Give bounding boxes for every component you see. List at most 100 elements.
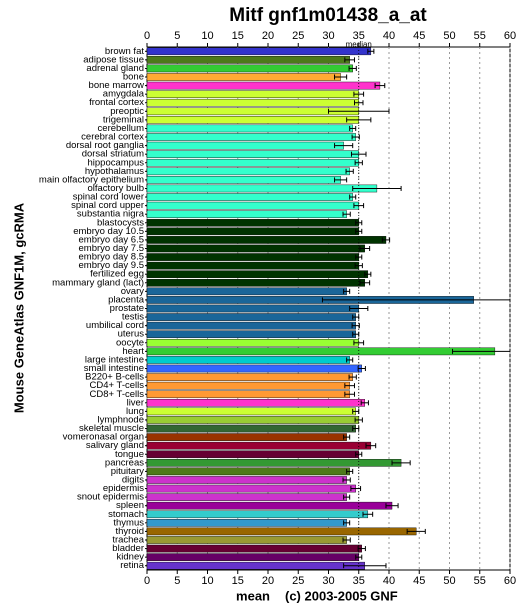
x-tick-label: 45 [413,30,425,42]
x-tick-label: 40 [383,30,395,42]
x-tick-label: 15 [232,30,244,42]
x-tick-label: 10 [201,30,213,42]
y-tick-label: fertilized egg [90,269,144,280]
error-bar [349,194,357,200]
bar [146,227,359,236]
bar [146,193,353,201]
x-tick-label: 30 [322,575,334,587]
bar [146,347,496,356]
bar [146,338,359,347]
y-tick-label: liver [127,397,144,408]
bar [146,210,347,218]
x-tick-label: 55 [474,30,486,42]
y-tick-label: brown fat [105,46,144,57]
y-tick-label: lung [126,406,144,417]
x-tick-label: 45 [413,575,425,587]
x-tick-label: 5 [174,575,180,587]
error-bar [354,100,364,106]
y-tick-label: hypothalamus [85,166,144,177]
y-tick-label: bladder [112,543,144,554]
y-tick-label: trachea [112,535,144,546]
x-tick-label: 55 [474,575,486,587]
bar [146,467,350,476]
y-tick-label: pancreas [105,457,144,468]
bar [146,399,366,407]
y-tick-label: epidermis [103,483,144,494]
x-tick-label: 20 [262,575,274,587]
x-axis-label: mean [236,588,270,603]
bar [146,218,359,227]
x-tick-label: 10 [201,575,213,587]
error-bar [346,468,354,474]
error-bar [343,520,351,526]
error-bar [343,563,387,569]
bar [146,493,347,501]
y-tick-label: spinal cord upper [71,200,144,211]
error-bar [344,391,356,397]
x-tick-label: 50 [443,575,455,587]
error-bar [385,503,399,509]
y-tick-label: retina [120,560,144,571]
y-tick-label: cerebellum [98,123,145,134]
bar [146,407,356,416]
y-tick-label: digits [122,474,144,485]
error-bar [351,134,360,140]
y-tick-label: CD8+ T-cells [90,389,145,400]
error-bar [365,443,377,449]
error-bar [343,494,351,500]
bar [146,373,353,381]
error-bar [328,108,390,114]
y-tick-label: stomach [108,509,144,520]
y-tick-label: kidney [117,552,145,563]
y-tick-label: mammary gland (lact) [52,277,144,288]
error-bar [362,511,374,517]
y-tick-label: snout epidermis [77,492,144,503]
bar [146,510,369,519]
bar [146,553,359,561]
y-tick-label: blastocysts [97,217,144,228]
y-tick-label: thymus [113,517,144,528]
x-tick-label: 25 [292,30,304,42]
bar [146,90,359,98]
y-tick-label: embryo day 10.5 [73,226,144,237]
bar [146,141,344,150]
bar [146,56,350,64]
y-tick-label: cerebral cortex [81,132,144,143]
error-bar [354,160,363,166]
x-tick-label: 5 [174,30,180,42]
error-bar [391,460,411,466]
y-tick-label: bone marrow [89,80,145,91]
error-bar [351,323,360,329]
error-bar [348,374,357,380]
y-tick-label: frontal cortex [89,97,144,108]
bar [146,236,387,244]
footer: (c) 2003-2005 GNF [285,588,398,603]
bar [146,544,362,553]
bar [146,150,359,158]
bar [146,390,350,399]
y-tick-label: salivary gland [86,440,144,451]
x-tick-label: 50 [443,30,455,42]
y-tick-label: B220+ B-cells [85,372,144,383]
y-tick-label: spinal cord lower [73,192,144,203]
bar [146,98,359,107]
x-tick-label: 30 [322,30,334,42]
y-tick-label: spleen [116,500,144,511]
error-bar [350,151,367,157]
bar [146,184,378,193]
bar [146,167,350,176]
error-bar [406,528,426,534]
bar [146,459,402,467]
y-tick-label: pituitary [111,466,145,477]
y-tick-label: hippocampus [87,157,144,168]
bar [146,158,359,167]
bar [146,261,359,270]
bar [146,124,353,133]
error-bar [346,357,354,363]
error-bar [355,451,363,457]
y-tick-label: bone [123,72,144,83]
error-bar [452,348,510,354]
bar [146,330,356,339]
bar [146,47,372,56]
